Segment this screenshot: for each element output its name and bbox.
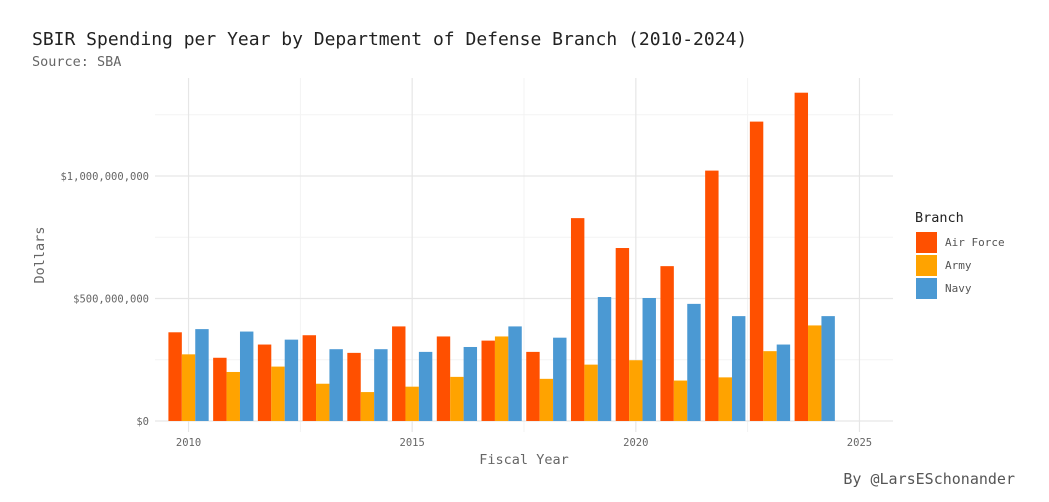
chart-caption: By @LarsESchonander bbox=[843, 470, 1015, 488]
bar-air-force-2018 bbox=[526, 351, 540, 421]
bar-navy-2017 bbox=[508, 326, 522, 421]
bar-air-force-2019 bbox=[570, 218, 585, 421]
bar-navy-2023 bbox=[776, 344, 791, 421]
bar-air-force-2024 bbox=[794, 92, 809, 421]
bar-navy-2015 bbox=[418, 351, 433, 421]
bar-navy-2013 bbox=[329, 349, 343, 421]
bar-navy-2011 bbox=[239, 331, 254, 421]
bar-air-force-2020 bbox=[615, 248, 630, 421]
bar-air-force-2011 bbox=[213, 357, 227, 421]
bar-army-2019 bbox=[584, 364, 598, 421]
bar-navy-2014 bbox=[374, 349, 388, 421]
bar-army-2010 bbox=[181, 354, 196, 421]
chart-subtitle: Source: SBA bbox=[32, 54, 122, 70]
bar-army-2022 bbox=[718, 377, 732, 421]
bar-army-2018 bbox=[539, 378, 554, 421]
bar-army-2015 bbox=[405, 386, 419, 421]
chart-title: SBIR Spending per Year by Department of … bbox=[32, 29, 748, 50]
bar-navy-2010 bbox=[195, 329, 209, 421]
x-tick-label: 2015 bbox=[400, 437, 425, 449]
bar-army-2024 bbox=[808, 325, 822, 421]
bar-air-force-2013 bbox=[302, 335, 317, 421]
bar-air-force-2012 bbox=[257, 344, 272, 421]
bar-army-2023 bbox=[763, 351, 777, 421]
y-tick-label: $0 bbox=[136, 416, 149, 428]
x-tick-label: 2010 bbox=[176, 437, 201, 449]
x-axis-label: Fiscal Year bbox=[479, 452, 568, 468]
bar-navy-2016 bbox=[463, 346, 478, 421]
y-tick-label: $1,000,000,000 bbox=[60, 171, 149, 183]
bar-navy-2022 bbox=[731, 316, 746, 421]
bar-navy-2024 bbox=[821, 316, 835, 421]
bar-navy-2018 bbox=[553, 337, 567, 421]
bar-army-2014 bbox=[360, 392, 375, 421]
legend-label-army: Army bbox=[945, 259, 972, 272]
bar-air-force-2014 bbox=[347, 352, 361, 421]
bar-navy-2020 bbox=[642, 297, 656, 421]
bar-air-force-2022 bbox=[705, 170, 719, 421]
bar-army-2020 bbox=[629, 360, 643, 421]
bar-air-force-2010 bbox=[168, 332, 182, 421]
bar-air-force-2015 bbox=[392, 326, 406, 421]
bar-air-force-2021 bbox=[660, 266, 674, 421]
legend: Branch Air Force Army Navy bbox=[915, 210, 1005, 299]
bar-air-force-2017 bbox=[481, 340, 495, 421]
legend-label-air-force: Air Force bbox=[945, 236, 1005, 249]
y-axis-ticks: $0 $500,000,000 $1,000,000,000 bbox=[60, 171, 149, 428]
bar-air-force-2023 bbox=[749, 121, 764, 421]
bar-army-2012 bbox=[271, 366, 285, 421]
bar-army-2016 bbox=[450, 376, 464, 421]
x-tick-label: 2025 bbox=[847, 437, 872, 449]
x-tick-label: 2020 bbox=[623, 437, 648, 449]
bar-navy-2019 bbox=[597, 297, 612, 421]
bar-army-2017 bbox=[494, 336, 509, 421]
x-axis-ticks: 2010 2015 2020 2025 bbox=[176, 437, 872, 449]
legend-title: Branch bbox=[915, 210, 964, 226]
legend-swatch-army bbox=[916, 255, 937, 276]
bar-navy-2012 bbox=[284, 339, 299, 421]
bar-air-force-2016 bbox=[436, 336, 451, 421]
bar-navy-2021 bbox=[687, 303, 701, 421]
bar-army-2011 bbox=[226, 371, 240, 421]
bars bbox=[168, 92, 835, 421]
legend-label-navy: Navy bbox=[945, 282, 972, 295]
bar-army-2021 bbox=[673, 380, 688, 421]
y-axis-label: Dollars bbox=[32, 227, 48, 284]
bar-army-2013 bbox=[316, 383, 330, 421]
legend-swatch-navy bbox=[916, 278, 937, 299]
y-tick-label: $500,000,000 bbox=[73, 293, 149, 305]
legend-swatch-air-force bbox=[916, 232, 937, 253]
